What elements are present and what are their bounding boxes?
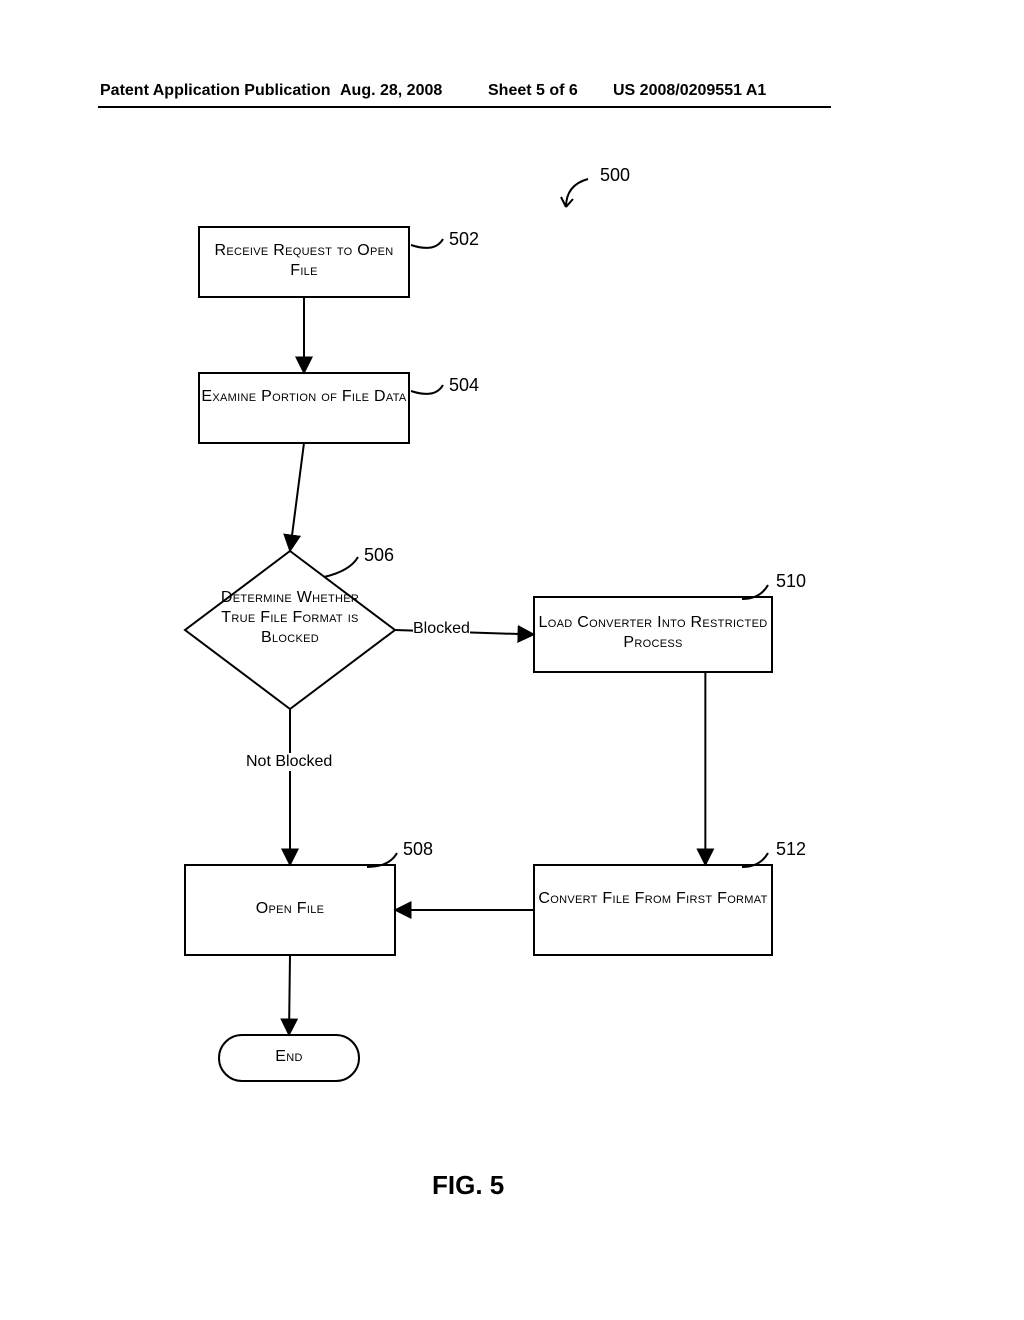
edge-notblocked-label: Not Blocked — [246, 753, 332, 771]
ref-508: 508 — [403, 839, 433, 860]
ref-512: 512 — [776, 839, 806, 860]
node-end-text: End — [219, 1047, 359, 1067]
figure-caption: FIG. 5 — [432, 1170, 504, 1201]
ref-504: 504 — [449, 375, 479, 396]
node-508-text: Open File — [185, 899, 395, 919]
node-506-text: Determine Whether True File Format is Bl… — [202, 588, 378, 648]
ref-500: 500 — [600, 165, 630, 186]
node-504-text: Examine Portion of File Data — [199, 387, 409, 407]
edge-blocked-label: Blocked — [413, 620, 470, 638]
ref-506: 506 — [364, 545, 394, 566]
node-510-text: Load Converter Into Restricted Process — [534, 613, 772, 653]
node-512-text: Convert File From First Format — [534, 889, 772, 909]
node-502-text: Receive Request to Open File — [199, 241, 409, 281]
ref-502: 502 — [449, 229, 479, 250]
ref-510: 510 — [776, 571, 806, 592]
flowchart-canvas — [0, 0, 1024, 1320]
